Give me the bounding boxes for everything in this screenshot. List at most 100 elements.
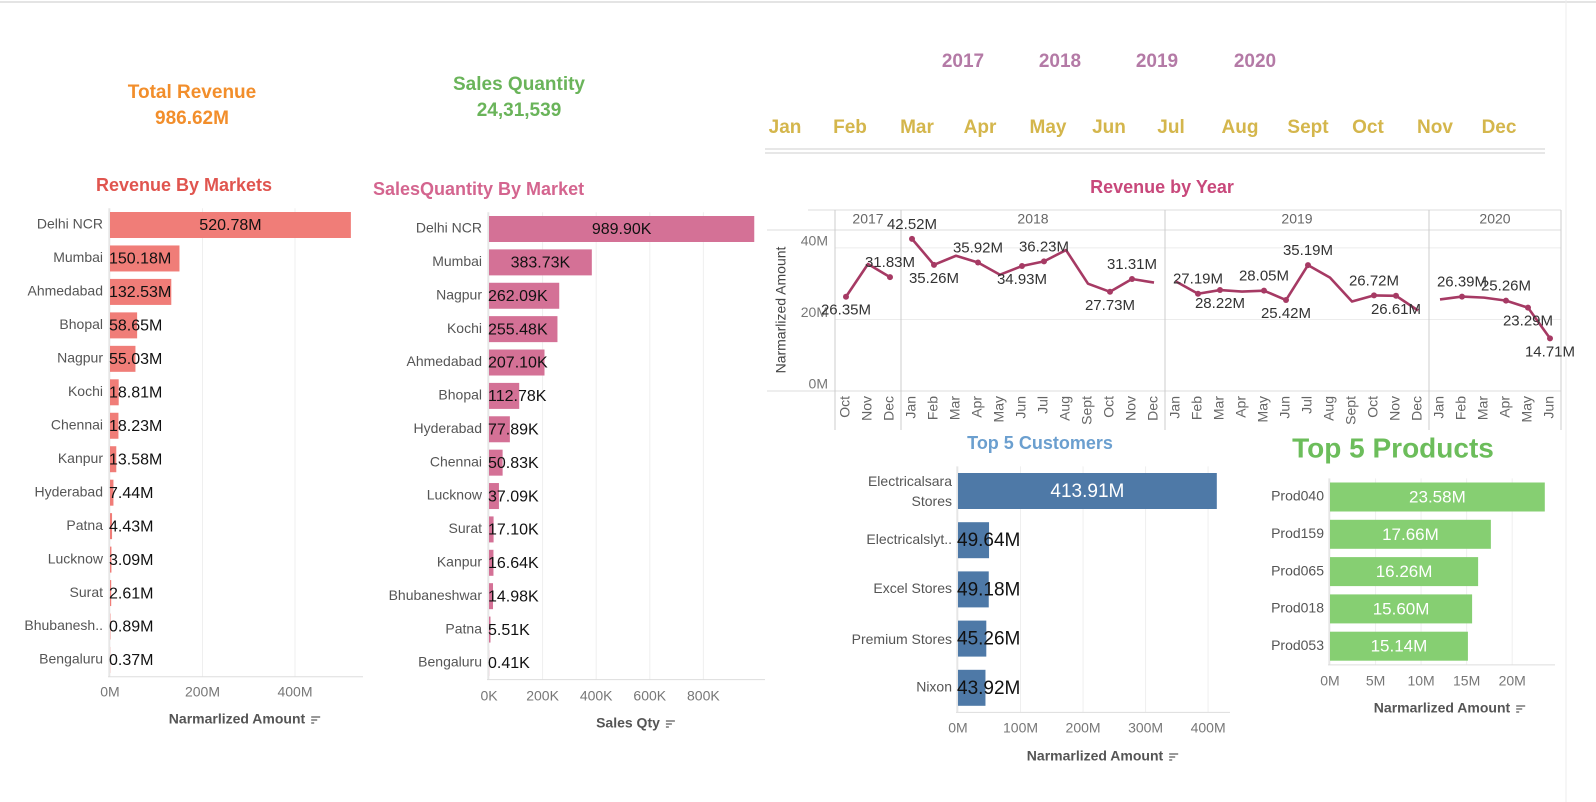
year-filter-item: 2018 bbox=[1039, 51, 1081, 72]
bar bbox=[489, 349, 545, 376]
bar bbox=[958, 522, 990, 559]
bar bbox=[489, 249, 592, 276]
category-label: Electricalsara Stores bbox=[867, 473, 952, 509]
point bbox=[1371, 292, 1377, 299]
value-label: 25.26M bbox=[1481, 278, 1531, 295]
value-label: 15.60M bbox=[1373, 599, 1430, 618]
month-filter-item: Jun bbox=[1092, 117, 1126, 138]
bar bbox=[110, 278, 172, 305]
point bbox=[975, 259, 981, 266]
value-label: 4.43M bbox=[109, 518, 153, 535]
value-label: 35.92M bbox=[953, 239, 1003, 256]
bar bbox=[110, 446, 117, 473]
value-label: 0.37M bbox=[109, 652, 153, 669]
value-label: 14.98K bbox=[488, 588, 539, 605]
x-tick-label: 600K bbox=[633, 688, 666, 704]
bar bbox=[110, 312, 138, 339]
x-tick-label: Mar bbox=[947, 396, 963, 420]
kpi-label: Sales Quantity bbox=[453, 74, 585, 95]
category-label: Delhi NCR bbox=[37, 216, 103, 232]
x-tick-label: 0M bbox=[1320, 673, 1339, 689]
x-tick-label: Dec bbox=[1145, 396, 1161, 421]
value-label: 23.29M bbox=[1503, 313, 1553, 330]
kpi-label: Total Revenue bbox=[128, 82, 256, 103]
value-label: 18.23M bbox=[109, 418, 162, 435]
category-label: Chennai bbox=[430, 453, 482, 469]
value-label: 26.39M bbox=[1437, 274, 1487, 291]
x-tick-label: Apr bbox=[969, 396, 985, 418]
point bbox=[1283, 297, 1289, 304]
point bbox=[931, 261, 937, 268]
bar bbox=[1330, 631, 1468, 661]
kpi-value: 24,31,539 bbox=[477, 100, 562, 121]
point bbox=[1525, 304, 1531, 311]
category-label: Bengaluru bbox=[39, 651, 103, 667]
x-tick-label: Sept bbox=[1079, 396, 1095, 425]
x-tick-label: 200M bbox=[185, 684, 220, 700]
value-label: 18.81M bbox=[109, 385, 162, 402]
category-label: Lucknow bbox=[427, 487, 483, 503]
bar bbox=[110, 580, 112, 607]
line-series bbox=[1439, 295, 1552, 340]
value-label: 27.19M bbox=[1173, 271, 1223, 288]
value-label: 207.10K bbox=[488, 355, 548, 372]
x-tick-label: 200M bbox=[1066, 720, 1101, 736]
value-label: 132.53M bbox=[109, 284, 171, 301]
x-tick-label: 400M bbox=[1191, 720, 1226, 736]
value-label: 45.26M bbox=[957, 629, 1020, 650]
category-label: Ahmedabad bbox=[27, 283, 103, 299]
x-tick-label: 200K bbox=[526, 688, 559, 704]
x-tick-label: Apr bbox=[1233, 396, 1249, 418]
x-tick-label: Aug bbox=[1057, 396, 1073, 421]
month-filter-item: Aug bbox=[1222, 117, 1259, 138]
x-tick-label: Jul bbox=[1299, 396, 1315, 414]
category-label: Nagpur bbox=[436, 286, 482, 302]
month-filter-item: Mar bbox=[900, 117, 934, 138]
line-series bbox=[1175, 263, 1419, 312]
category-label: Hyderabad bbox=[414, 420, 483, 436]
bar bbox=[489, 449, 503, 476]
value-label: 58.65M bbox=[109, 318, 162, 335]
category-label: Kanpur bbox=[437, 554, 482, 570]
value-label: 28.05M bbox=[1239, 268, 1289, 285]
category-label: Mumbai bbox=[53, 249, 103, 265]
category-label: Kanpur bbox=[58, 450, 103, 466]
point bbox=[909, 235, 915, 242]
bar bbox=[489, 516, 494, 543]
bar bbox=[110, 513, 113, 540]
month-filter-item: Apr bbox=[964, 117, 997, 138]
value-label: 5.51K bbox=[488, 622, 530, 639]
chart-title: Top 5 Customers bbox=[967, 433, 1113, 453]
x-tick-label: 400M bbox=[277, 684, 312, 700]
bar bbox=[958, 620, 987, 657]
value-label: 255.48K bbox=[488, 321, 548, 338]
category-label: Premium Stores bbox=[851, 630, 952, 647]
category-label: Prod159 bbox=[1271, 525, 1324, 541]
chart-title: Revenue by Year bbox=[1090, 177, 1234, 197]
y-tick-label: 40M bbox=[801, 233, 828, 249]
month-filter-item: Oct bbox=[1352, 117, 1384, 138]
month-filter-item: Nov bbox=[1417, 117, 1453, 138]
axis-title: Narmarlized Amount bbox=[1027, 748, 1164, 764]
value-label: 25.42M bbox=[1261, 305, 1311, 322]
x-tick-label: 5M bbox=[1366, 673, 1385, 689]
x-tick-label: 800K bbox=[687, 688, 720, 704]
panel-label: 2020 bbox=[1479, 211, 1510, 227]
x-tick-label: 300M bbox=[1128, 720, 1163, 736]
x-tick-label: May bbox=[1255, 396, 1271, 422]
panel-label: 2019 bbox=[1281, 211, 1312, 227]
value-label: 35.19M bbox=[1283, 242, 1333, 259]
axis-title: Narmarlized Amount bbox=[1374, 700, 1511, 716]
x-tick-label: Nov bbox=[1387, 396, 1403, 421]
category-label: Nixon bbox=[916, 679, 952, 695]
kpi-value: 986.62M bbox=[155, 108, 229, 129]
category-label: Prod065 bbox=[1271, 562, 1324, 578]
point bbox=[843, 293, 849, 300]
category-label: Kochi bbox=[447, 320, 482, 336]
x-tick-label: Oct bbox=[837, 396, 853, 418]
month-filter-item: Dec bbox=[1482, 117, 1517, 138]
value-label: 23.58M bbox=[1409, 487, 1466, 506]
value-label: 49.18M bbox=[957, 579, 1020, 600]
category-label: Hyderabad bbox=[35, 483, 104, 499]
bar bbox=[110, 212, 351, 238]
